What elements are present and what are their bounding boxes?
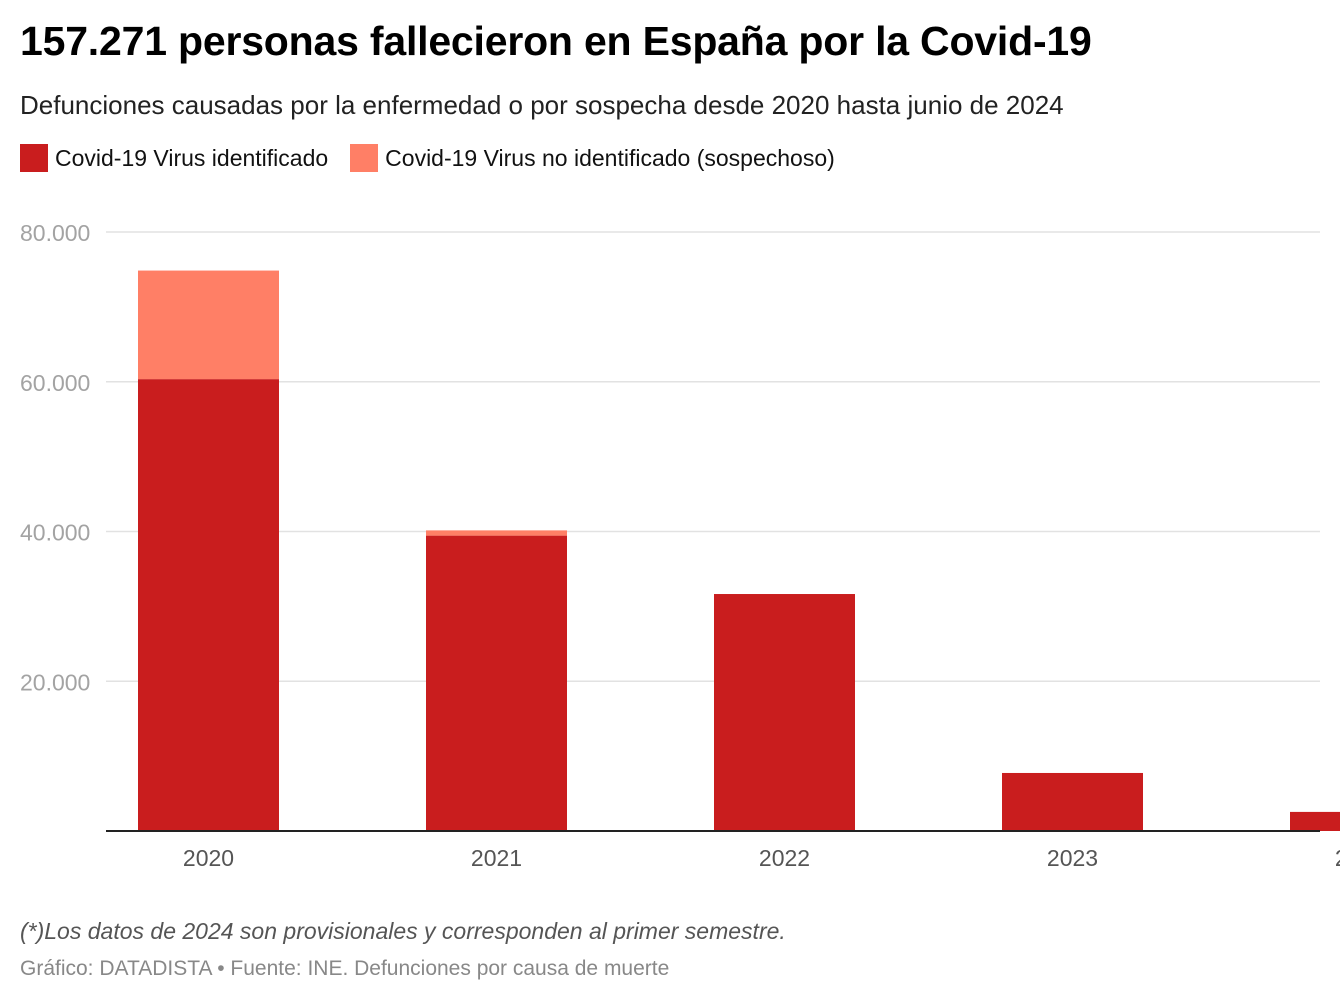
bar-identificado-2020 <box>138 379 279 831</box>
y-tick-label: 80.000 <box>20 220 90 246</box>
legend: Covid-19 Virus identificado Covid-19 Vir… <box>20 144 835 172</box>
legend-label-sospechoso: Covid-19 Virus no identificado (sospecho… <box>385 144 835 171</box>
x-tick-label: 2021 <box>471 845 522 871</box>
x-tick-label: 2023 <box>1047 845 1098 871</box>
bar-identificado-2021 <box>426 535 567 831</box>
y-tick-label: 40.000 <box>20 520 90 546</box>
legend-item-sospechoso: Covid-19 Virus no identificado (sospecho… <box>350 144 835 172</box>
x-tick-label: 2020 <box>183 845 234 871</box>
chart-subtitle: Defunciones causadas por la enfermedad o… <box>20 90 1064 120</box>
bar-identificado-2024 <box>1290 811 1340 831</box>
legend-label-identificado: Covid-19 Virus identificado <box>55 144 329 171</box>
bar-identificado-2023 <box>1002 772 1143 831</box>
footnote: (*)Los datos de 2024 son provisionales y… <box>20 918 786 944</box>
bar-chart: 20.000 40.000 60.000 80.000 2020 2021 2022 2023… <box>20 220 1340 871</box>
bar-identificado-2022 <box>714 594 855 831</box>
bar-sospechoso-2021 <box>426 530 567 536</box>
x-tick-label: 2024 <box>1335 845 1340 871</box>
legend-swatch-sospechoso <box>350 144 379 172</box>
source-credit: Gráfico: DATADISTA • Fuente: INE. Defunc… <box>20 957 670 980</box>
y-tick-label: 20.000 <box>20 669 90 695</box>
chart-title: 157.271 personas fallecieron en España p… <box>20 18 1092 64</box>
y-tick-label: 60.000 <box>20 370 90 396</box>
legend-item-identificado: Covid-19 Virus identificado <box>20 144 328 172</box>
bar-sospechoso-2020 <box>138 270 279 380</box>
legend-swatch-identificado <box>20 144 48 172</box>
x-tick-label: 2022 <box>759 845 810 871</box>
